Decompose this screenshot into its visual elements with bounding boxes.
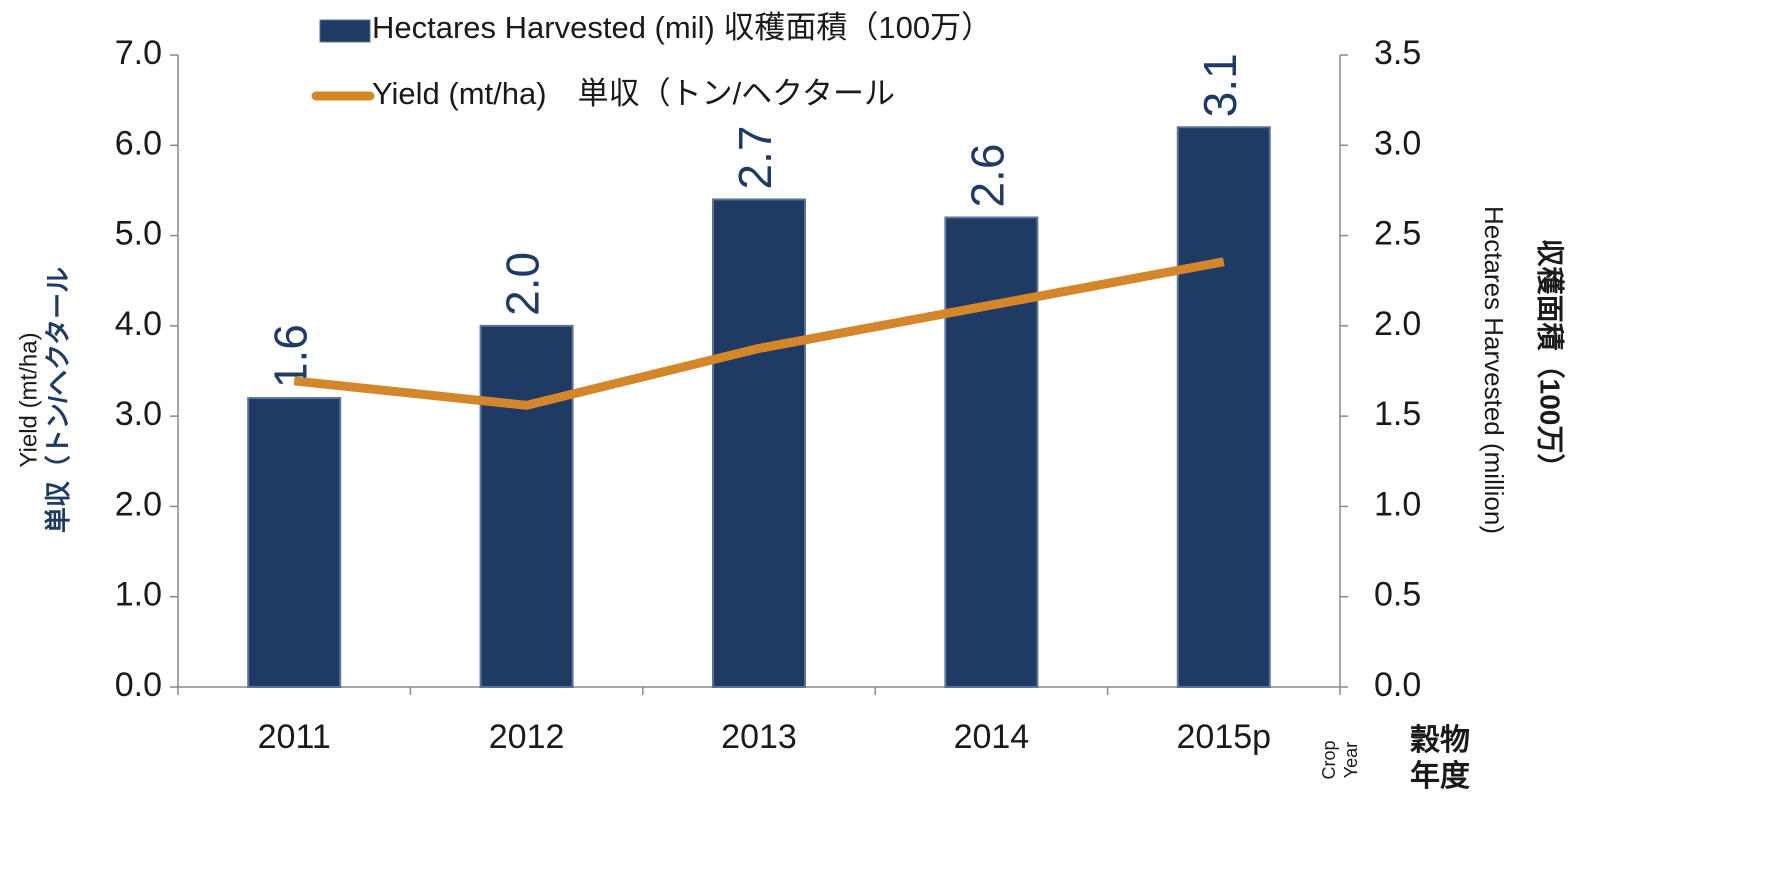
- x-tick-label: 2015p: [1177, 718, 1272, 756]
- y2-tick-label: 0.5: [1374, 576, 1421, 614]
- x-tick-label: 2012: [489, 718, 565, 756]
- y-tick-label: 5.0: [115, 215, 162, 253]
- bar: [944, 216, 1039, 688]
- y2-tick-label: 3.5: [1374, 34, 1421, 72]
- value-label: 2.6: [962, 144, 1014, 208]
- x-label: Year: [1341, 742, 1361, 778]
- bar: [247, 397, 342, 688]
- x-label: 穀物: [1410, 724, 1470, 757]
- y2-label: Hectares Harvested (million): [1479, 206, 1509, 534]
- y2-tick-label: 2.0: [1374, 305, 1421, 343]
- y-tick-label: 2.0: [115, 485, 162, 523]
- y-tick-label: 1.0: [115, 576, 162, 614]
- bar: [712, 198, 806, 688]
- y2-label: 収穫面積（100万）: [1535, 239, 1567, 482]
- x-tick-label: 2014: [954, 718, 1030, 756]
- y2-tick-label: 0.0: [1374, 666, 1421, 704]
- y-tick-label: 7.0: [115, 34, 162, 72]
- value-label: 1.6: [264, 324, 316, 388]
- legend-swatch: [319, 19, 371, 43]
- y-label: Yield (mt/ha): [15, 332, 42, 467]
- line: [293, 257, 1225, 410]
- y-tick-label: 3.0: [115, 395, 162, 433]
- y-label: 単収（トン/ヘクタール: [43, 267, 73, 533]
- legend-label: Hectares Harvested (mil) 収穫面積（100万）: [372, 10, 992, 45]
- x-label: 年度: [1410, 760, 1470, 793]
- x-tick-label: 2011: [258, 718, 331, 756]
- x-tick-label: 2013: [721, 718, 797, 756]
- y2-tick-label: 1.5: [1374, 395, 1421, 433]
- value-label: 2.0: [497, 252, 549, 316]
- bar: [1176, 126, 1271, 688]
- y-tick-label: 6.0: [115, 124, 162, 162]
- value-label: 3.1: [1194, 53, 1246, 117]
- y-tick-label: 4.0: [115, 305, 162, 343]
- y2-tick-label: 1.0: [1374, 485, 1421, 523]
- value-label: 2.7: [729, 126, 781, 190]
- bar: [479, 324, 574, 688]
- y2-tick-label: 2.5: [1374, 215, 1421, 253]
- y-tick-label: 0.0: [115, 666, 162, 704]
- y2-tick-label: 3.0: [1374, 124, 1421, 162]
- legend-label: Yield (mt/ha) 単収（トン/ヘクタール: [372, 76, 895, 111]
- x-label: Crop: [1319, 740, 1339, 779]
